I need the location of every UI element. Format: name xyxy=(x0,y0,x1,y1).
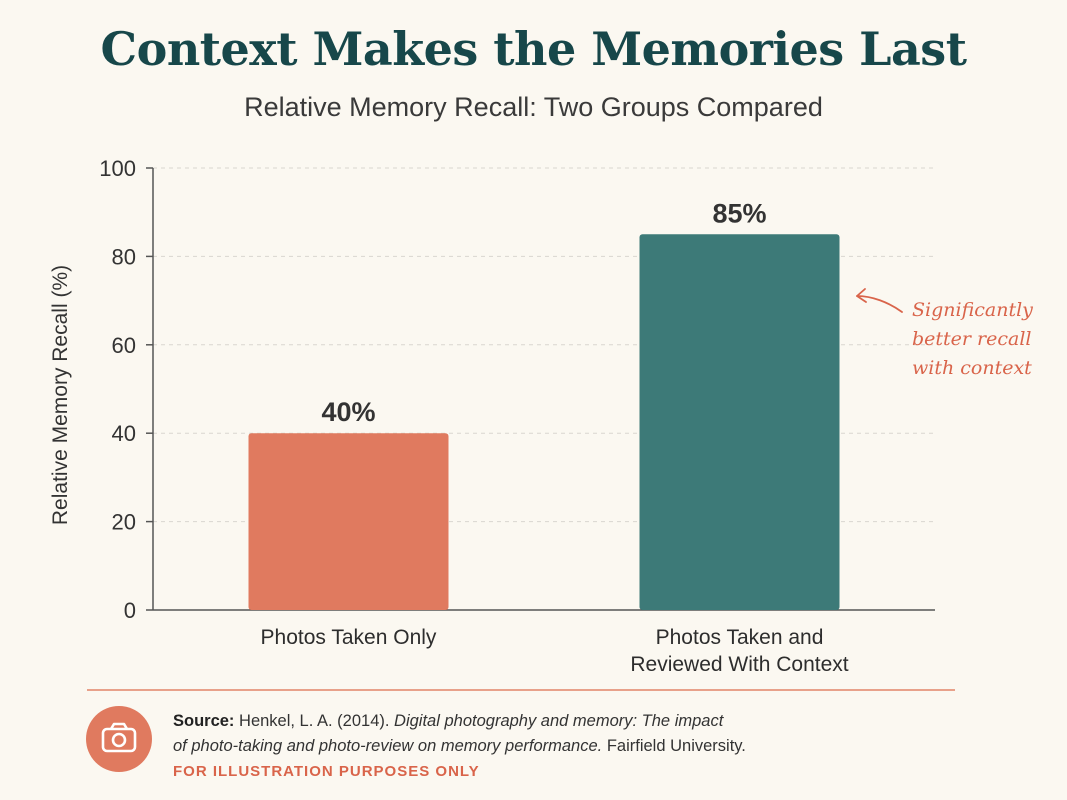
source-title-line1: Digital photography and memory: The impa… xyxy=(394,712,724,730)
camera-icon xyxy=(86,706,152,772)
source-label: Source: xyxy=(173,712,235,730)
source-citation: Source: Henkel, L. A. (2014). Digital ph… xyxy=(173,709,933,759)
bar-chart: 0 20 40 60 80 100 Relative Memory Recall (%) 40… xyxy=(49,156,935,676)
source-author: Henkel, L. A. (2014). xyxy=(239,712,390,730)
x-tick-label: Reviewed With Context xyxy=(630,653,848,676)
annotation-line: with context xyxy=(912,357,1032,379)
annotation-arrow-head xyxy=(856,288,867,303)
annotation-line: better recall xyxy=(912,328,1032,350)
chart-title: Context Makes the Memories Last xyxy=(100,22,967,76)
bar xyxy=(248,433,449,610)
bar xyxy=(639,234,840,611)
y-tick-label: 20 xyxy=(112,510,136,535)
y-tick-label: 100 xyxy=(99,156,136,181)
y-axis-label: Relative Memory Recall (%) xyxy=(49,265,72,525)
y-tick-label: 0 xyxy=(124,598,136,623)
data-label: 85% xyxy=(712,198,766,228)
footer-divider xyxy=(87,689,955,691)
y-tick-label: 60 xyxy=(112,333,136,358)
chart-annotation: Significantly better recall with context xyxy=(912,296,1062,383)
y-tick-label: 80 xyxy=(112,244,136,269)
x-tick-label: Photos Taken and xyxy=(656,626,824,649)
source-title-line2: of photo-taking and photo-review on memo… xyxy=(173,737,603,755)
data-label: 40% xyxy=(321,397,375,427)
annotation-arrow xyxy=(856,295,903,313)
chart-subtitle: Relative Memory Recall: Two Groups Compa… xyxy=(244,92,823,122)
annotation-line: Significantly xyxy=(912,299,1033,321)
x-tick-label: Photos Taken Only xyxy=(261,626,437,649)
y-tick-label: 40 xyxy=(112,421,136,446)
source-publisher: Fairfield University. xyxy=(606,737,746,755)
disclaimer: FOR ILLUSTRATION PURPOSES ONLY xyxy=(173,763,480,780)
